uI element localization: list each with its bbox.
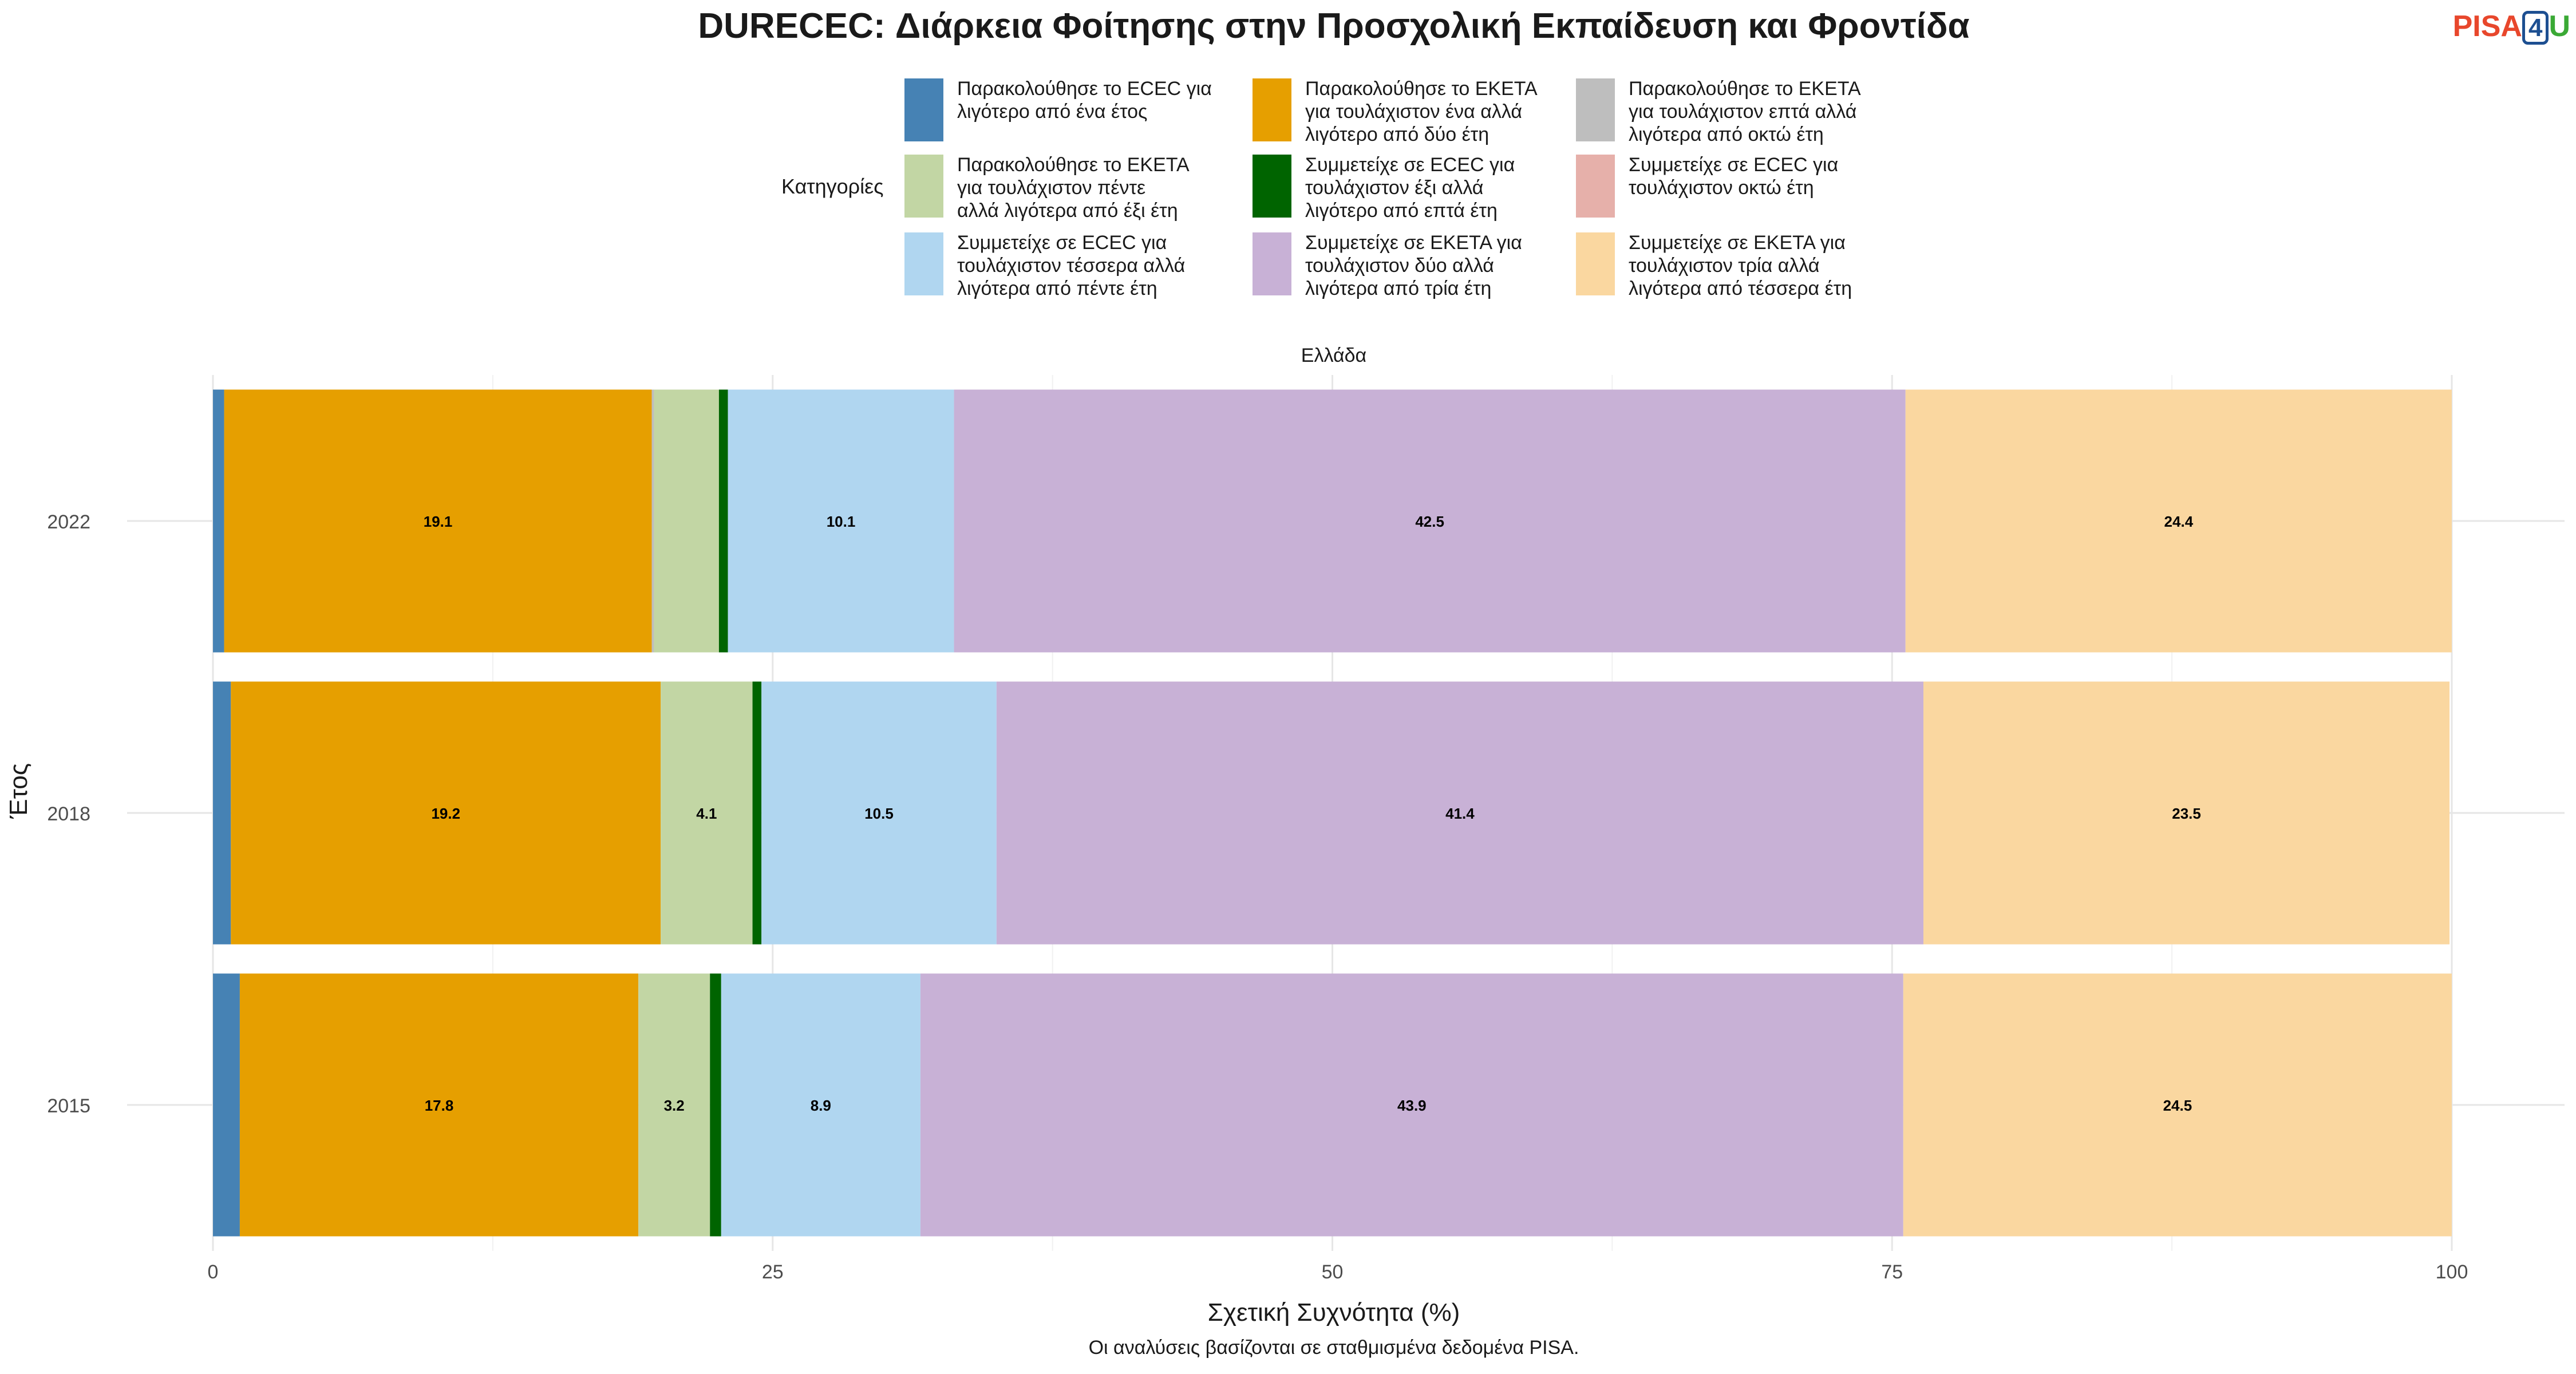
- bar-segment: [954, 389, 1906, 653]
- bar-segment: [1923, 681, 2450, 945]
- bar-segment: [752, 681, 762, 945]
- legend-swatch: [1576, 78, 1615, 141]
- bar-segment: [728, 389, 954, 653]
- pisa4u-logo: PISA 4 U: [2452, 9, 2570, 45]
- bar-segment: [1903, 973, 2452, 1237]
- logo-pisa-text: PISA: [2452, 10, 2522, 43]
- bar-segment: [1905, 389, 2452, 653]
- legend-label: Παρακολούθησε το ECEC για λιγότερο από έν…: [957, 78, 1212, 123]
- facet-label: Ελλάδα: [1301, 345, 1367, 366]
- legend-item: Συμμετείχε σε ECEC για τουλάχιστον οκτώ έ…: [1576, 152, 1897, 221]
- x-tick-label: 75: [1881, 1261, 1903, 1283]
- data-label: 23.5: [2172, 805, 2201, 822]
- y-tick-label: 2015: [47, 1095, 90, 1117]
- legend-swatch: [1576, 155, 1615, 218]
- x-tick-label: 100: [2436, 1261, 2468, 1283]
- data-label: 3.2: [664, 1097, 685, 1114]
- y-tick-label: 2022: [47, 511, 90, 533]
- data-label: 42.5: [1415, 513, 1444, 530]
- bar-segment: [213, 389, 224, 653]
- bar-segment: [213, 681, 231, 945]
- data-label: 41.4: [1445, 805, 1475, 822]
- x-axis-label: Σχετική Συχνότητα (%): [1207, 1298, 1460, 1326]
- legend-item: Παρακολούθησε το ΕΚΕΤΑ για τουλάχιστον επ…: [1576, 76, 1897, 145]
- data-label: 17.8: [425, 1097, 454, 1114]
- logo-four-text: 4: [2522, 11, 2549, 45]
- data-label: 24.4: [2164, 513, 2194, 530]
- bar-segment: [654, 389, 719, 653]
- legend-item: Παρακολούθησε το ECEC για λιγότερο από έν…: [904, 76, 1225, 145]
- logo-u-text: U: [2549, 10, 2570, 43]
- bar-segment: [661, 681, 753, 945]
- data-label: 19.2: [431, 805, 460, 822]
- bar-segment: [231, 681, 661, 945]
- legend-swatch: [904, 232, 943, 295]
- bar-segment: [239, 973, 639, 1237]
- legend-label: Συμμετείχε σε ΕΚΕΤΑ για τουλάχιστον δύο α…: [1305, 232, 1522, 299]
- data-label: 10.5: [864, 805, 894, 822]
- legend-item: Συμμετείχε σε ΕΚΕΤΑ για τουλάχιστον δύο α…: [1253, 230, 1573, 299]
- legend-label: Συμμετείχε σε ΕΚΕΤΑ για τουλάχιστον τρία …: [1629, 232, 1852, 299]
- legend-swatch: [904, 155, 943, 218]
- legend-label: Συμμετείχε σε ECEC για τουλάχιστον έξι αλ…: [1305, 154, 1515, 222]
- bar-segment: [651, 389, 654, 653]
- bar-segment: [638, 973, 710, 1237]
- data-label: 19.1: [424, 513, 453, 530]
- x-tick-label: 0: [208, 1261, 219, 1283]
- legend-swatch: [1576, 232, 1615, 295]
- x-tick-label: 25: [762, 1261, 784, 1283]
- legend-label: Παρακολούθησε το ΕΚΕΤΑ για τουλάχιστον πέ…: [957, 154, 1190, 222]
- legend-swatch: [904, 78, 943, 141]
- legend-item: Παρακολούθησε το ΕΚΕΤΑ για τουλάχιστον έν…: [1253, 76, 1573, 145]
- bar-segment: [721, 973, 920, 1237]
- legend-label: Συμμετείχε σε ECEC για τουλάχιστον οκτώ έ…: [1629, 154, 1839, 199]
- y-axis-label: Έτος: [5, 763, 33, 819]
- legend-swatch: [1253, 78, 1291, 141]
- x-tick-label: 50: [1322, 1261, 1344, 1283]
- bar-segment: [920, 973, 1903, 1237]
- legend-label: Συμμετείχε σε ECEC για τουλάχιστον τέσσερ…: [957, 232, 1186, 299]
- data-label: 24.5: [2163, 1097, 2192, 1114]
- legend-item: Συμμετείχε σε ECEC για τουλάχιστον έξι αλ…: [1253, 152, 1573, 222]
- legend-label: Παρακολούθησε το ΕΚΕΤΑ για τουλάχιστον έν…: [1305, 78, 1538, 145]
- bar-segment: [996, 681, 1924, 945]
- caption: Οι αναλύσεις βασίζονται σε σταθμισμένα δ…: [1088, 1337, 1579, 1359]
- legend-item: Παρακολούθησε το ΕΚΕΤΑ για τουλάχιστον πέ…: [904, 152, 1225, 222]
- bar-segment: [213, 973, 240, 1237]
- legend-title: Κατηγορίες: [781, 175, 884, 198]
- bar-segment: [718, 389, 728, 653]
- data-label: 4.1: [696, 805, 717, 822]
- legend-swatch: [1253, 155, 1291, 218]
- y-tick-label: 2018: [47, 803, 90, 825]
- data-label: 10.1: [827, 513, 856, 530]
- bar-segment: [710, 973, 721, 1237]
- bar-segment: [224, 389, 652, 653]
- legend-item: Συμμετείχε σε ΕΚΕΤΑ για τουλάχιστον τρία …: [1576, 230, 1897, 299]
- legend-swatch: [1253, 232, 1291, 295]
- chart-title: DURECEC: Διάρκεια Φοίτησης στην Προσχολι…: [698, 6, 1970, 46]
- legend-item: Συμμετείχε σε ECEC για τουλάχιστον τέσσερ…: [904, 230, 1225, 299]
- data-label: 8.9: [811, 1097, 831, 1114]
- legend-label: Παρακολούθησε το ΕΚΕΤΑ για τουλάχιστον επ…: [1629, 78, 1861, 145]
- data-label: 43.9: [1397, 1097, 1427, 1114]
- bar-segment: [761, 681, 997, 945]
